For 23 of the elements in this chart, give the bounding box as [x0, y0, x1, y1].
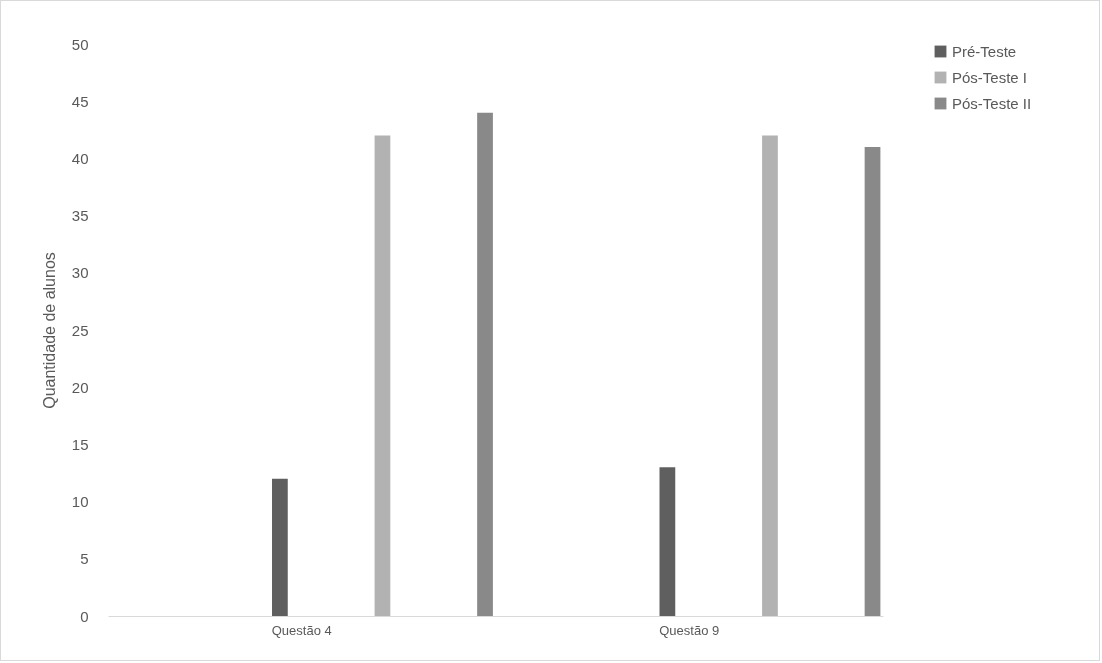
y-tick-label: 25 [71, 321, 89, 339]
bar [864, 146, 881, 616]
y-tick-label: 45 [71, 92, 89, 110]
bar [374, 135, 391, 616]
y-tick-label: 0 [80, 607, 89, 625]
legend-label: Pré-Teste [952, 42, 1017, 60]
x-tick-label: Questão 4 [271, 622, 332, 638]
legend-label: Pós-Teste II [952, 94, 1032, 112]
y-tick-label: 40 [71, 149, 89, 167]
y-tick-label: 15 [71, 435, 89, 453]
legend-label: Pós-Teste I [952, 68, 1028, 86]
y-tick-label: 10 [71, 493, 89, 511]
bar [272, 478, 288, 616]
y-tick-label: 20 [71, 378, 89, 396]
y-tick-label: 5 [80, 550, 89, 568]
y-tick-label: 50 [71, 35, 89, 53]
bar [762, 135, 778, 616]
bar [659, 467, 676, 616]
y-axis-title: Quantidade de alunos [40, 252, 58, 409]
x-tick-label: Questão 9 [659, 622, 720, 638]
y-tick-label: 30 [71, 264, 89, 282]
y-tick-label: 35 [71, 207, 89, 225]
bar [477, 112, 493, 616]
